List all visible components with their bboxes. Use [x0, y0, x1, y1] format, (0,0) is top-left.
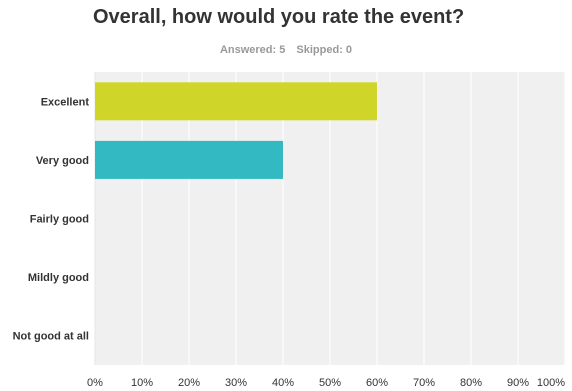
x-tick-label: 100% — [537, 377, 565, 389]
answered-count: Answered: 5 — [219, 44, 286, 56]
category-labels: Excellent Very good Fairly good Mildly good… — [13, 96, 90, 342]
x-tick-label: 70% — [413, 377, 435, 389]
x-tick-label: 10% — [131, 377, 153, 389]
x-tick-label: 30% — [225, 377, 247, 389]
x-tick-label: 60% — [366, 377, 388, 389]
x-tick-label: 20% — [178, 377, 200, 389]
question-title: Overall, how would you rate the event? — [93, 6, 465, 28]
x-tick-label: 80% — [460, 377, 482, 389]
category-label: Excellent — [41, 96, 90, 108]
x-tick-labels: 0% 10% 20% 30% 40% 50% 60% 70% 80% 90% 100% — [87, 377, 565, 389]
category-label: Fairly good — [30, 214, 89, 226]
response-stats: Answered: 5 Skipped: 0 — [0, 44, 572, 56]
bar-excellent — [95, 82, 377, 121]
x-tick-label: 50% — [319, 377, 341, 389]
x-tick-label: 90% — [507, 377, 529, 389]
bar-very-good — [95, 140, 283, 179]
bars — [95, 82, 377, 179]
grid-lines — [94, 72, 566, 365]
category-label: Not good at all — [13, 331, 89, 343]
category-label: Mildly good — [28, 272, 89, 284]
x-tick-label: 0% — [87, 377, 103, 389]
x-tick-label: 40% — [272, 377, 294, 389]
category-label: Very good — [36, 155, 89, 167]
skipped-count: Skipped: 0 — [296, 44, 353, 56]
